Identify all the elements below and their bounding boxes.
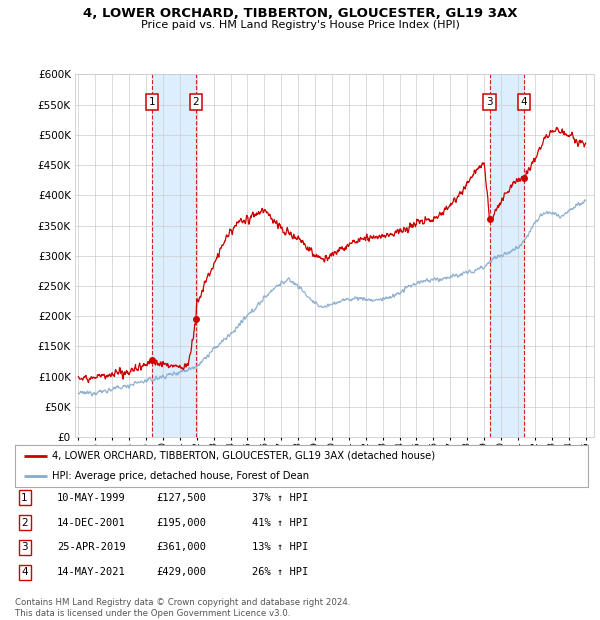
Text: £195,000: £195,000 [156, 518, 206, 528]
Text: 1: 1 [21, 493, 28, 503]
Text: 14-DEC-2001: 14-DEC-2001 [57, 518, 126, 528]
Text: 4, LOWER ORCHARD, TIBBERTON, GLOUCESTER, GL19 3AX: 4, LOWER ORCHARD, TIBBERTON, GLOUCESTER,… [83, 7, 517, 20]
Text: £127,500: £127,500 [156, 493, 206, 503]
Bar [152, 74, 196, 437]
Text: 4, LOWER ORCHARD, TIBBERTON, GLOUCESTER, GL19 3AX (detached house): 4, LOWER ORCHARD, TIBBERTON, GLOUCESTER,… [52, 451, 436, 461]
Text: 2: 2 [21, 518, 28, 528]
Text: HPI: Average price, detached house, Forest of Dean: HPI: Average price, detached house, Fore… [52, 471, 310, 481]
Bar [490, 74, 524, 437]
Text: 3: 3 [486, 97, 493, 107]
Text: 2: 2 [193, 97, 199, 107]
Text: Contains HM Land Registry data © Crown copyright and database right 2024.
This d: Contains HM Land Registry data © Crown c… [15, 598, 350, 618]
Text: 25-APR-2019: 25-APR-2019 [57, 542, 126, 552]
Text: 41% ↑ HPI: 41% ↑ HPI [252, 518, 308, 528]
Text: 14-MAY-2021: 14-MAY-2021 [57, 567, 126, 577]
Text: Price paid vs. HM Land Registry's House Price Index (HPI): Price paid vs. HM Land Registry's House … [140, 20, 460, 30]
Text: £361,000: £361,000 [156, 542, 206, 552]
Text: 10-MAY-1999: 10-MAY-1999 [57, 493, 126, 503]
Text: 4: 4 [521, 97, 527, 107]
Text: £429,000: £429,000 [156, 567, 206, 577]
Text: 1: 1 [149, 97, 155, 107]
Text: 26% ↑ HPI: 26% ↑ HPI [252, 567, 308, 577]
Text: 13% ↑ HPI: 13% ↑ HPI [252, 542, 308, 552]
Text: 4: 4 [21, 567, 28, 577]
Text: 3: 3 [21, 542, 28, 552]
Text: 37% ↑ HPI: 37% ↑ HPI [252, 493, 308, 503]
